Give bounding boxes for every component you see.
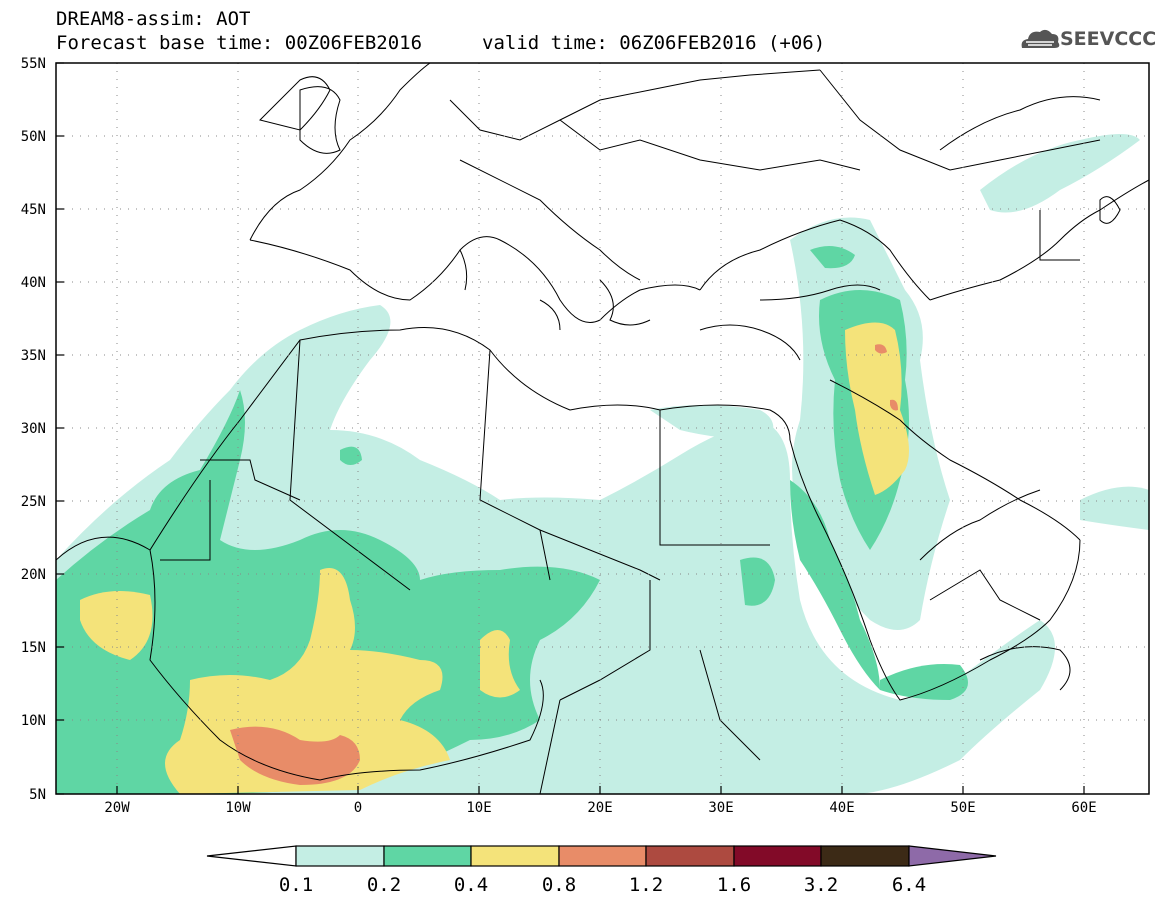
latitude-labels: 55N 50N 45N 40N 35N 30N 25N 20N 15N 10N … <box>21 56 46 803</box>
forecast-base-time: Forecast base time: 00Z06FEB2016 <box>56 32 423 54</box>
colorbar-bin <box>645 845 735 867</box>
lat-label: 35N <box>21 348 46 364</box>
colorbar-high-arrow <box>908 845 997 867</box>
colorbar-bin <box>820 845 910 867</box>
lon-label: 60E <box>1071 800 1096 816</box>
colorbar <box>206 845 997 867</box>
colorbar-label: 3.2 <box>804 874 838 896</box>
logo-text: SEEVCCC <box>1060 28 1157 50</box>
colorbar-label: 6.4 <box>892 874 926 896</box>
lat-label: 25N <box>21 494 46 510</box>
lat-label: 50N <box>21 129 46 145</box>
colorbar-label: 0.1 <box>279 874 313 896</box>
lat-label: 5N <box>29 787 46 803</box>
lat-label: 45N <box>21 202 46 218</box>
colorbar-bin <box>470 845 560 867</box>
lon-label: 40E <box>829 800 854 816</box>
colorbar-low-arrow <box>206 845 297 867</box>
aot-contour-0.8 <box>230 344 898 785</box>
colorbar-label: 1.6 <box>717 874 751 896</box>
lon-label: 50E <box>950 800 975 816</box>
valid-time: valid time: 06Z06FEB2016 (+06) <box>482 32 826 54</box>
lon-label: 30E <box>708 800 733 816</box>
lat-label: 30N <box>21 421 46 437</box>
lon-label: 0 <box>354 800 362 816</box>
lon-label: 20W <box>104 800 130 816</box>
colorbar-bin <box>558 845 647 867</box>
lat-label: 20N <box>21 567 46 583</box>
lat-label: 10N <box>21 713 46 729</box>
longitude-labels: 20W 10W 0 10E 20E 30E 40E 50E 60E <box>104 800 1096 816</box>
colorbar-bin <box>383 845 472 867</box>
colorbar-label: 1.2 <box>629 874 663 896</box>
lat-label: 15N <box>21 640 46 656</box>
colorbar-labels: 0.1 0.2 0.4 0.8 1.2 1.6 3.2 6.4 <box>279 874 926 896</box>
cloud-logo-icon <box>1021 29 1060 48</box>
map-title: DREAM8-assim: AOT <box>56 8 251 30</box>
colorbar-label: 0.2 <box>367 874 401 896</box>
colorbar-bin <box>733 845 822 867</box>
colorbar-bin <box>295 845 385 867</box>
lon-label: 10E <box>466 800 491 816</box>
lat-label: 55N <box>21 56 46 72</box>
lon-label: 20E <box>587 800 612 816</box>
axis-ticks <box>56 62 1085 795</box>
lon-label: 10W <box>225 800 251 816</box>
colorbar-label: 0.8 <box>542 874 576 896</box>
lat-label: 40N <box>21 275 46 291</box>
coastlines <box>56 63 1149 794</box>
colorbar-label: 0.4 <box>454 874 488 896</box>
